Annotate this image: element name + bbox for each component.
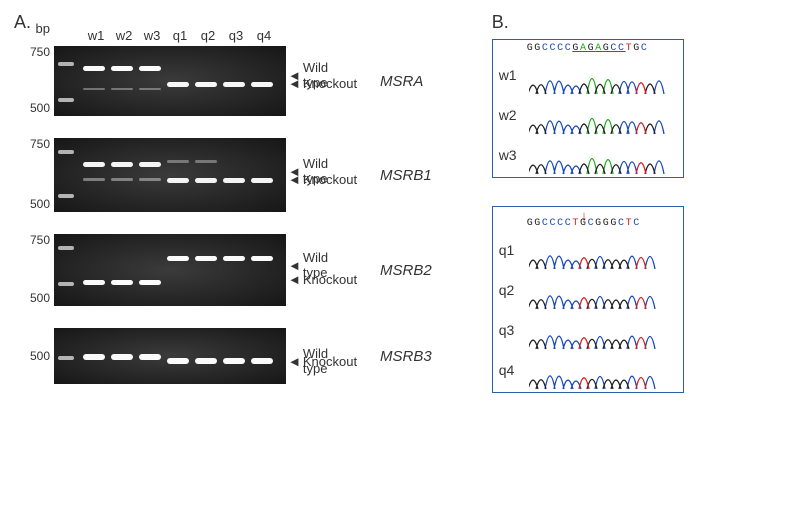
gel-row: 500 ◄Wild type◄Knockout MSRB3 (14, 321, 432, 391)
chromatogram-row: q4 (499, 350, 677, 390)
sample-label: q4 (499, 362, 523, 378)
reference-sequence: GGCCCCGAGAGCCTGC (499, 44, 677, 55)
chromatogram-trace (529, 356, 669, 390)
gel-row: bp750500w1w2w3q1q2q3q4◄Wild type◄Knockou… (14, 39, 432, 123)
gene-label: MSRB2 (364, 262, 432, 279)
bp-marker-750: 750 (14, 45, 50, 59)
sample-label: q3 (499, 322, 523, 338)
sample-label: w3 (499, 147, 523, 163)
gel-row: 750 500 ◄Wild type◄Knockout MSRB2 (14, 227, 432, 313)
bp-marker-750: 750 (14, 137, 50, 151)
gel-image-wrap (54, 328, 286, 384)
chromatogram-trace (529, 61, 669, 95)
chromatogram-box-ko: ↓GGCCCCTGCGGGCTCq1q2q3q4 (492, 206, 684, 393)
gel-row: 750 500 ◄Wild type◄Knockout MSRB1 (14, 131, 432, 219)
panel-b-tag: B. (492, 12, 684, 33)
panel-b: B. GGCCCCGAGAGCCTGCw1w2w3 ↓GGCCCCTGCGGGC… (492, 12, 684, 393)
band-annotation: ◄Wild type◄Knockout (286, 138, 288, 212)
chromatogram-trace (529, 316, 669, 350)
chromatogram-row: q1 (499, 230, 677, 270)
bp-marker-column: bp750500 (14, 39, 54, 123)
gel-image-wrap: w1w2w3q1q2q3q4 (54, 46, 286, 116)
chromatogram-row: q3 (499, 310, 677, 350)
arrowhead-icon: ◄ (288, 354, 301, 369)
band-annotation: ◄Wild type◄Knockout (286, 46, 288, 116)
sample-label: w2 (499, 107, 523, 123)
chromatogram-trace (529, 276, 669, 310)
bp-marker-500: 500 (14, 291, 50, 305)
lane-header: w1 (82, 28, 110, 43)
figure: A. bp750500w1w2w3q1q2q3q4◄Wild type◄Knoc… (14, 12, 786, 393)
gel-image-wrap (54, 234, 286, 306)
lane-header: w2 (110, 28, 138, 43)
arrowhead-icon: ◄ (288, 172, 301, 187)
lane-header: q3 (222, 28, 250, 43)
gene-label: MSRB1 (364, 167, 432, 184)
chromatogram-box-wt: GGCCCCGAGAGCCTGC w1 w2 w3 (492, 39, 684, 178)
bp-marker-500: 500 (14, 197, 50, 211)
band-label: Knockout (303, 272, 357, 287)
band-annotation: ◄Wild type◄Knockout (286, 234, 288, 306)
panel-a: A. bp750500w1w2w3q1q2q3q4◄Wild type◄Knoc… (14, 12, 432, 391)
chromatogram-row: q2 (499, 270, 677, 310)
arrowhead-icon: ◄ (288, 272, 301, 287)
bp-marker-column: 750 500 (14, 227, 54, 313)
chromatogram-trace (529, 101, 669, 135)
bp-header: bp (36, 21, 50, 36)
lane-header: q2 (194, 28, 222, 43)
bp-marker-500: 500 (14, 101, 50, 115)
gel-image (54, 46, 286, 116)
gel-image (54, 328, 286, 384)
bp-marker-column: 750 500 (14, 131, 54, 219)
lane-header: q1 (166, 28, 194, 43)
bp-marker-750: 750 (14, 233, 50, 247)
bp-marker-column: 500 (14, 321, 54, 391)
arrowhead-icon: ◄ (288, 76, 301, 91)
gel-image (54, 234, 286, 306)
band-label: Knockout (303, 76, 357, 91)
arrowhead-icon: ◄ (288, 258, 301, 273)
lane-headers: w1w2w3q1q2q3q4 (82, 28, 278, 43)
lane-header: w3 (138, 28, 166, 43)
sample-label: w1 (499, 67, 523, 83)
reference-sequence: GGCCCCTGCGGGCTC (499, 219, 677, 230)
gene-label: MSRB3 (364, 348, 432, 365)
gel-image-wrap (54, 138, 286, 212)
knockout-annotation: ◄Knockout (288, 76, 357, 91)
band-annotation: ◄Wild type◄Knockout (286, 328, 288, 384)
knockout-annotation: ◄Knockout (288, 172, 357, 187)
chromatogram-row: w2 (499, 95, 677, 135)
knockout-annotation: ◄Knockout (288, 354, 357, 369)
chromatogram-trace (529, 236, 669, 270)
chromatogram-trace (529, 141, 669, 175)
bp-marker-500: 500 (14, 349, 50, 363)
gel-image (54, 138, 286, 212)
gene-label: MSRA (364, 73, 423, 90)
knockout-annotation: ◄Knockout (288, 272, 357, 287)
sample-label: q1 (499, 242, 523, 258)
sample-label: q2 (499, 282, 523, 298)
chromatogram-row: w3 (499, 135, 677, 175)
band-label: Knockout (303, 354, 357, 369)
chromatogram-row: w1 (499, 55, 677, 95)
gel-stack: bp750500w1w2w3q1q2q3q4◄Wild type◄Knockou… (14, 39, 432, 391)
lane-header: q4 (250, 28, 278, 43)
band-label: Knockout (303, 172, 357, 187)
